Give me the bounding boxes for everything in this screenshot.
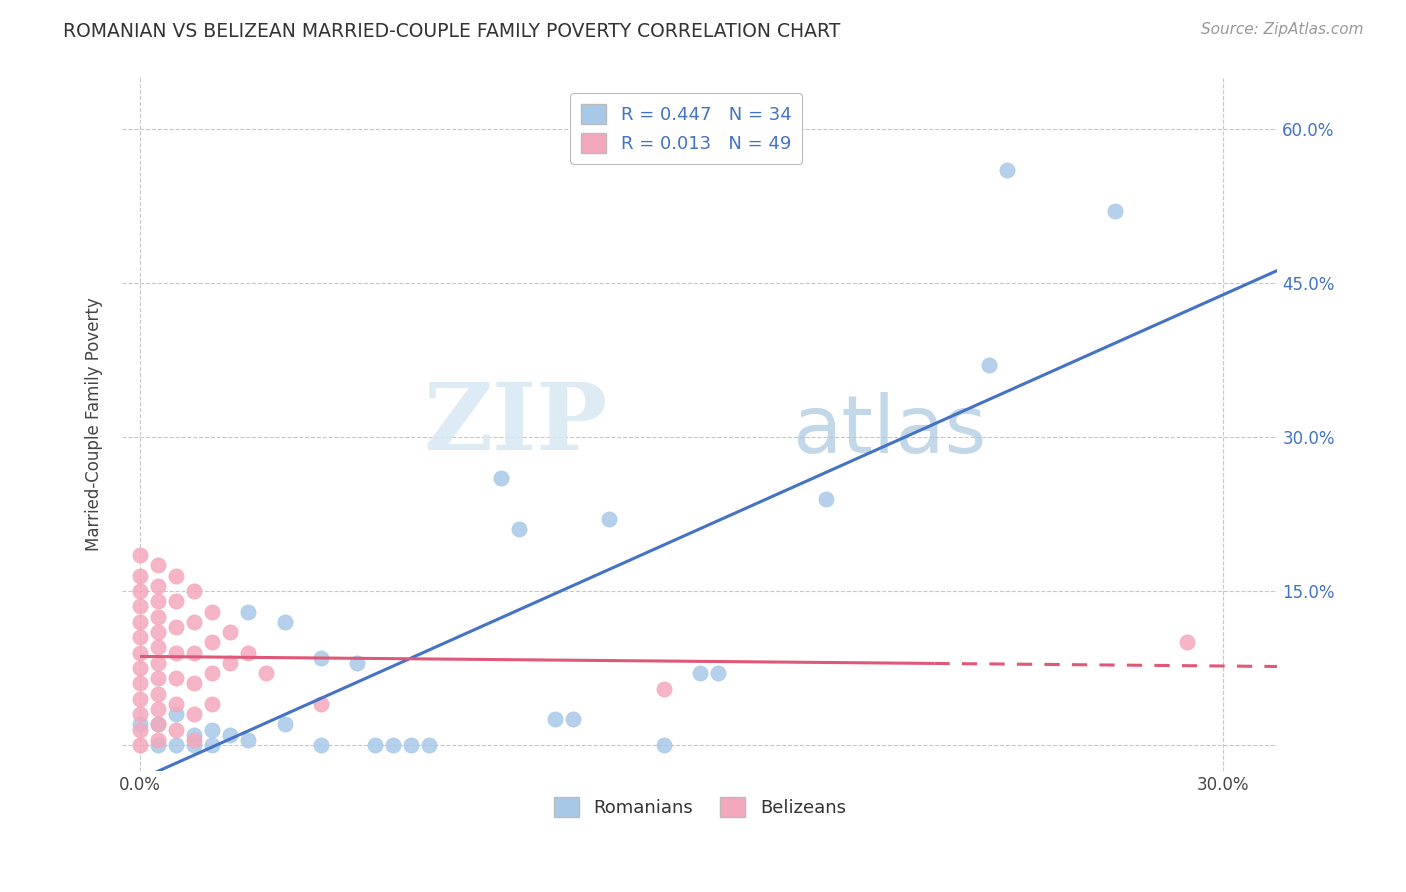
Point	[146, 702, 169, 716]
Point	[165, 738, 187, 752]
Point	[1175, 635, 1198, 649]
Y-axis label: Married-Couple Family Poverty: Married-Couple Family Poverty	[86, 297, 103, 551]
Point	[129, 568, 152, 582]
Point	[544, 712, 567, 726]
Text: atlas: atlas	[792, 392, 987, 470]
Point	[146, 579, 169, 593]
Point	[129, 738, 152, 752]
Point	[219, 728, 242, 742]
Point	[146, 687, 169, 701]
Point	[707, 666, 730, 681]
Point	[201, 635, 224, 649]
Point	[652, 738, 675, 752]
Point	[129, 630, 152, 644]
Point	[201, 723, 224, 737]
Point	[508, 522, 530, 536]
Point	[489, 471, 512, 485]
Point	[238, 646, 260, 660]
Point	[201, 738, 224, 752]
Point	[129, 584, 152, 599]
Point	[399, 738, 422, 752]
Point	[238, 732, 260, 747]
Point	[129, 599, 152, 614]
Point	[165, 594, 187, 608]
Point	[815, 491, 838, 506]
Text: ROMANIAN VS BELIZEAN MARRIED-COUPLE FAMILY POVERTY CORRELATION CHART: ROMANIAN VS BELIZEAN MARRIED-COUPLE FAMI…	[63, 22, 841, 41]
Point	[562, 712, 585, 726]
Text: Source: ZipAtlas.com: Source: ZipAtlas.com	[1201, 22, 1364, 37]
Point	[309, 650, 332, 665]
Point	[183, 732, 205, 747]
Point	[219, 656, 242, 670]
Legend: Romanians, Belizeans: Romanians, Belizeans	[547, 789, 853, 824]
Point	[146, 594, 169, 608]
Point	[652, 681, 675, 696]
Point	[183, 728, 205, 742]
Point	[183, 707, 205, 722]
Text: ZIP: ZIP	[423, 379, 607, 469]
Point	[165, 646, 187, 660]
Point	[977, 358, 1000, 372]
Point	[146, 558, 169, 573]
Point	[146, 656, 169, 670]
Point	[129, 707, 152, 722]
Point	[273, 717, 295, 731]
Point	[165, 707, 187, 722]
Point	[418, 738, 440, 752]
Point	[129, 615, 152, 629]
Point	[201, 666, 224, 681]
Point	[129, 723, 152, 737]
Point	[129, 676, 152, 690]
Point	[183, 584, 205, 599]
Point	[598, 512, 620, 526]
Point	[129, 646, 152, 660]
Point	[129, 691, 152, 706]
Point	[256, 666, 278, 681]
Point	[129, 717, 152, 731]
Point	[146, 717, 169, 731]
Point	[183, 615, 205, 629]
Point	[146, 671, 169, 685]
Point	[129, 661, 152, 675]
Point	[183, 738, 205, 752]
Point	[129, 548, 152, 562]
Point	[146, 738, 169, 752]
Point	[146, 717, 169, 731]
Point	[146, 640, 169, 655]
Point	[165, 568, 187, 582]
Point	[381, 738, 404, 752]
Point	[146, 625, 169, 640]
Point	[273, 615, 295, 629]
Point	[346, 656, 368, 670]
Point	[165, 723, 187, 737]
Point	[309, 738, 332, 752]
Point	[146, 732, 169, 747]
Point	[689, 666, 711, 681]
Point	[201, 697, 224, 711]
Point	[219, 625, 242, 640]
Point	[1104, 203, 1126, 218]
Point	[183, 646, 205, 660]
Point	[201, 605, 224, 619]
Point	[165, 697, 187, 711]
Point	[238, 605, 260, 619]
Point	[995, 162, 1018, 177]
Point	[165, 620, 187, 634]
Point	[165, 671, 187, 685]
Point	[146, 609, 169, 624]
Point	[183, 676, 205, 690]
Point	[364, 738, 387, 752]
Point	[309, 697, 332, 711]
